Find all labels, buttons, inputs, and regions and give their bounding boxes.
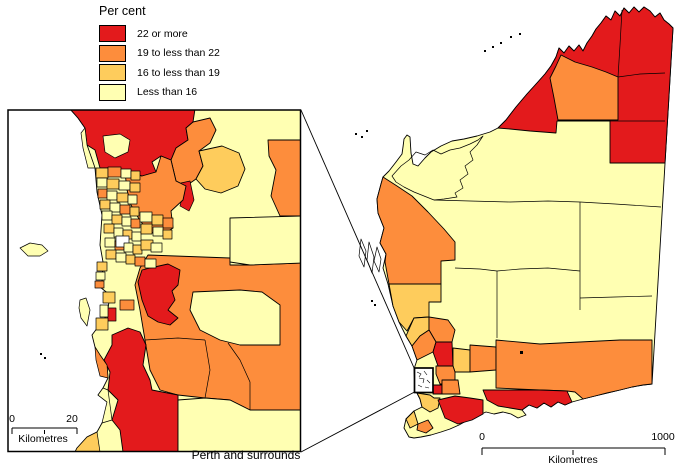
island-speck	[40, 353, 42, 355]
map-region	[482, 389, 573, 411]
rottnest-island	[19, 242, 49, 257]
legend-item: 16 to less than 19	[99, 64, 220, 81]
legend-swatch-orange	[99, 44, 126, 62]
map-region	[102, 133, 131, 159]
map-region	[137, 263, 181, 326]
map-region	[95, 317, 109, 331]
inset-connector-line	[300, 109, 415, 370]
enclave-dot	[520, 351, 523, 354]
map-region	[119, 299, 135, 311]
metro-mosaic	[94, 166, 174, 289]
main-scale-unit: Kilometres	[548, 454, 598, 466]
main-map-western-australia	[355, 6, 674, 439]
region-boundary	[433, 199, 662, 208]
map-region	[229, 215, 301, 266]
perth-extent-box	[413, 367, 434, 394]
legend-item: Less than 16	[99, 83, 220, 101]
legend-item: 22 or more	[99, 25, 220, 42]
map-region	[170, 117, 217, 187]
main-scale-start: 0	[479, 431, 485, 443]
map-region	[99, 304, 109, 318]
inset-frame	[7, 109, 302, 453]
legend-swatch-pale-yellow	[99, 83, 126, 101]
shark-bay-peninsula	[358, 238, 367, 268]
map-region	[441, 379, 461, 395]
inset-scale-end: 20	[66, 413, 78, 425]
inset-connector-line	[300, 391, 415, 453]
map-region	[432, 384, 443, 395]
shark-bay-peninsula	[373, 246, 382, 273]
legend-swatch-red	[99, 25, 126, 42]
island-specks	[355, 33, 521, 306]
region-boundary	[227, 342, 251, 410]
map-region	[195, 145, 246, 194]
legend-label: 22 or more	[137, 27, 188, 40]
region-boundary	[579, 295, 653, 299]
map-region	[189, 289, 281, 346]
region-boundary	[204, 339, 211, 399]
region-boundary	[617, 72, 666, 78]
map-region	[102, 291, 116, 304]
main-scale-end: 1000	[651, 431, 675, 443]
legend-label: 19 to less than 22	[137, 47, 220, 59]
map-region	[103, 327, 179, 452]
legend: Per cent 22 or more 19 to less than 22 1…	[99, 4, 220, 103]
region-boundary	[617, 9, 623, 78]
legend-label: Less than 16	[137, 86, 198, 98]
legend-item: 19 to less than 22	[99, 44, 220, 62]
map-region	[74, 431, 101, 452]
inset-caption: Perth and surrounds	[191, 448, 301, 462]
map-region	[452, 347, 471, 373]
map-region	[177, 397, 301, 452]
inset-scale-start: 0	[9, 413, 15, 425]
map-region	[80, 127, 96, 169]
region-boundary	[144, 337, 206, 341]
garden-island	[78, 297, 91, 327]
map-region	[97, 387, 113, 424]
map-region	[405, 410, 419, 429]
legend-title: Per cent	[99, 4, 146, 18]
map-region	[469, 344, 497, 373]
inset-scalebar	[11, 427, 78, 434]
island-speck	[44, 357, 46, 359]
inset-scale-unit: Kilometres	[18, 433, 68, 445]
map-region	[437, 395, 484, 425]
map-region	[549, 54, 619, 121]
map-region	[416, 419, 434, 434]
map-region	[416, 392, 441, 413]
metro-boundary-squiggles	[416, 370, 431, 389]
legend-label: 16 to less than 19	[137, 66, 220, 79]
region-boundary	[391, 135, 484, 201]
legend-swatch-light-orange	[99, 64, 126, 81]
region-boundary	[454, 267, 581, 272]
inset-map-perth	[19, 110, 301, 452]
map-region	[267, 139, 301, 217]
map-region	[94, 346, 109, 379]
main-scalebar	[481, 447, 666, 455]
